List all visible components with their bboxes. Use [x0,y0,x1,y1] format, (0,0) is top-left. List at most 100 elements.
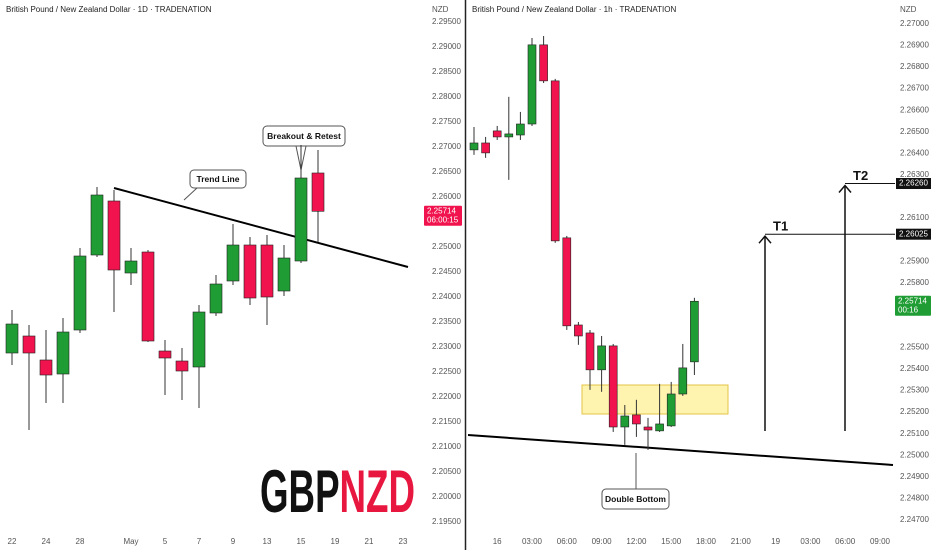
y-tick-label: 2.26800 [900,62,929,71]
annotation: Double Bottom [605,494,666,504]
y-tick-label: 2.25900 [900,256,929,265]
y-tick-label: 2.25000 [432,242,461,251]
candle-body [158,350,172,359]
currency-label: NZD [900,5,917,14]
candle-body [655,423,664,432]
candle-body [597,345,606,371]
watermark-base: GBP [260,458,340,525]
x-tick-label: 09:00 [592,537,613,546]
annotation: Breakout & Retest [267,131,341,141]
candle-body [124,260,138,274]
y-tick-label: 2.27000 [900,19,929,28]
x-tick-label: 06:00 [557,537,578,546]
candle-body [22,335,36,354]
candle-body [5,323,19,354]
y-tick-label: 2.21500 [432,417,461,426]
candle-body [516,123,525,136]
x-tick-label: 15 [297,537,306,546]
chart-title: British Pound / New Zealand Dollar · 1D … [6,5,212,14]
candle-body [243,244,257,299]
candle-body [260,244,274,298]
candle-body [469,142,479,151]
price-tag-countdown: 06:00:15 [427,215,459,224]
candle-body [39,359,53,376]
x-tick-label: 5 [163,537,168,546]
candle-body [226,244,240,282]
y-tick-label: 2.26100 [900,213,929,222]
candle-body [632,414,641,425]
y-tick-label: 2.25400 [900,364,929,373]
candle-body [574,324,583,337]
x-tick-label: 19 [331,537,340,546]
y-tick-label: 2.26500 [900,127,929,136]
price-tag-countdown: 00:16 [898,305,919,314]
price-tag [895,295,931,316]
watermark: GBPNZD [260,458,415,525]
x-tick-label: 03:00 [800,537,821,546]
candle-body [294,177,308,262]
y-tick-label: 2.29500 [432,17,461,26]
candle-body [690,300,699,363]
target-arrowhead [758,235,772,244]
candle-body [56,331,70,375]
y-tick-label: 2.24900 [900,472,929,481]
x-tick-label: 09:00 [870,537,891,546]
y-tick-label: 2.24700 [900,515,929,524]
candle-body [585,332,595,371]
y-tick-label: 2.24800 [900,493,929,502]
x-tick-label: 15:00 [661,537,682,546]
y-tick-label: 2.25800 [900,278,929,287]
candle-body [90,194,104,256]
candle-body [562,237,572,327]
x-tick-label: 21 [365,537,374,546]
x-tick-label: 22 [8,537,17,546]
y-tick-label: 2.22000 [432,392,461,401]
currency-label: NZD [432,5,449,14]
target-name: T2 [853,168,868,183]
price-tag-value: 2.25714 [898,296,927,305]
x-tick-label: 18:00 [696,537,717,546]
target-name: T1 [773,219,788,234]
support-line [467,434,894,466]
y-tick-label: 2.26900 [900,41,929,50]
candle-body [504,133,514,138]
y-tick-label: 2.29000 [432,42,461,51]
x-tick-label: May [123,537,138,546]
x-tick-label: 28 [76,537,85,546]
annotation: Trend Line [197,174,240,184]
y-tick-label: 2.23000 [432,342,461,351]
y-tick-label: 2.28000 [432,92,461,101]
price-tag [424,205,462,226]
y-tick-label: 2.26000 [432,192,461,201]
target-tag-value: 2.26260 [899,179,928,188]
y-tick-label: 2.26700 [900,84,929,93]
candle-body [73,255,87,331]
y-tick-label: 2.19500 [432,517,461,526]
x-tick-label: 23 [399,537,408,546]
callout-box [189,169,247,189]
x-tick-label: 24 [42,537,51,546]
candle-body [608,345,618,428]
candle-body [141,251,155,342]
y-tick-label: 2.21000 [432,442,461,451]
y-tick-label: 2.24500 [432,267,461,276]
x-tick-label: 12:00 [626,537,647,546]
x-tick-label: 13 [263,537,272,546]
candle-body [311,172,325,212]
y-tick-label: 2.26500 [432,167,461,176]
price-tag-value: 2.25714 [427,206,456,215]
y-tick-label: 2.23500 [432,317,461,326]
y-tick-label: 2.22500 [432,367,461,376]
target-tag-value: 2.26025 [899,229,928,238]
x-tick-label: 16 [493,537,502,546]
trend-line [113,187,409,268]
candle-body [666,393,676,427]
y-tick-label: 2.27000 [432,142,461,151]
y-tick-label: 2.25200 [900,407,929,416]
callout-box [262,125,346,147]
candle-body [492,130,502,138]
y-tick-label: 2.20500 [432,467,461,476]
y-tick-label: 2.25000 [900,450,929,459]
y-tick-label: 2.26600 [900,105,929,114]
